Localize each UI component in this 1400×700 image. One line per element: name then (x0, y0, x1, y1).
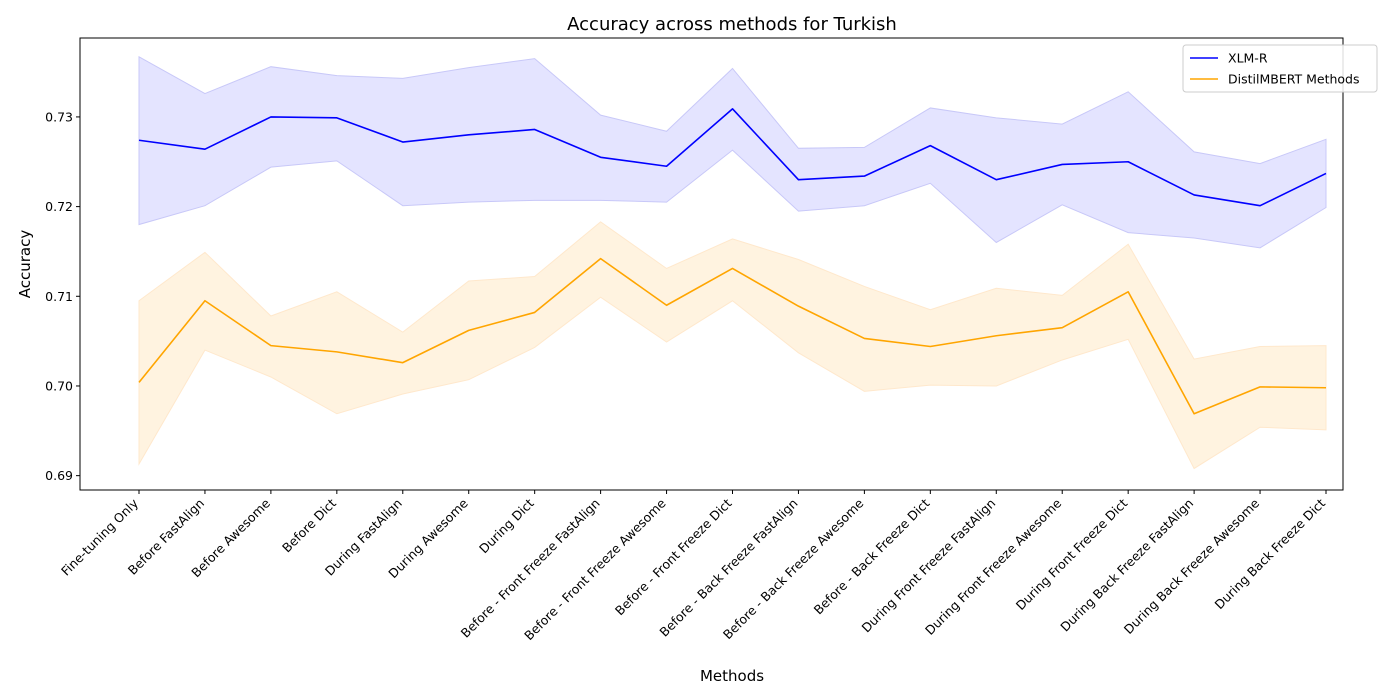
chart-title: Accuracy across methods for Turkish (567, 14, 897, 35)
distilmbert-methods-line (138, 257, 1327, 415)
x-tick-label: During Front Freeze Dict (1013, 495, 1131, 613)
x-tick-label: During Back Freeze FastAlign (1057, 496, 1196, 635)
xlm-r-confidence-band (138, 55, 1327, 249)
y-tick-label: 0.70 (45, 378, 73, 393)
distilmbert-methods-confidence-band (138, 221, 1327, 470)
x-tick-label: During Front Freeze Awesome (922, 495, 1065, 638)
confidence-bands (138, 55, 1327, 470)
y-axis-label: Accuracy (16, 230, 34, 299)
x-tick-label: During Dict (476, 495, 537, 556)
series-lines (138, 108, 1327, 415)
y-tick-label: 0.72 (45, 199, 73, 214)
x-tick-label: During Front Freeze FastAlign (859, 496, 999, 636)
x-tick-label: Before - Back Freeze Awesome (720, 495, 867, 642)
xlm-r-line (138, 108, 1327, 207)
x-tick-label: Before - Front Freeze FastAlign (458, 496, 603, 641)
y-tick-label: 0.71 (45, 289, 73, 304)
y-tick-label: 0.73 (45, 109, 73, 124)
x-axis-label: Methods (700, 667, 764, 685)
legend-label: DistilMBERT Methods (1228, 72, 1360, 87)
x-tick-label: During Back Freeze Dict (1211, 495, 1328, 612)
x-tick-label: Before - Front Freeze Awesome (521, 495, 669, 643)
legend: XLM-R DistilMBERT Methods (1182, 44, 1378, 93)
plot-area-frame (79, 37, 1344, 491)
legend-label: XLM-R (1228, 51, 1268, 66)
y-axis: 0.69 0.70 0.71 0.72 0.73 (45, 109, 80, 483)
x-tick-label: During Back Freeze Awesome (1121, 495, 1263, 637)
x-tick-label: Before Dict (279, 495, 339, 555)
x-tick-label: Before - Front Freeze Dict (612, 495, 735, 618)
y-tick-label: 0.69 (45, 468, 73, 483)
legend-box (1182, 44, 1378, 93)
x-tick-label: Before - Back Freeze Dict (811, 495, 933, 617)
x-tick-label: Before - Back Freeze FastAlign (656, 496, 800, 640)
